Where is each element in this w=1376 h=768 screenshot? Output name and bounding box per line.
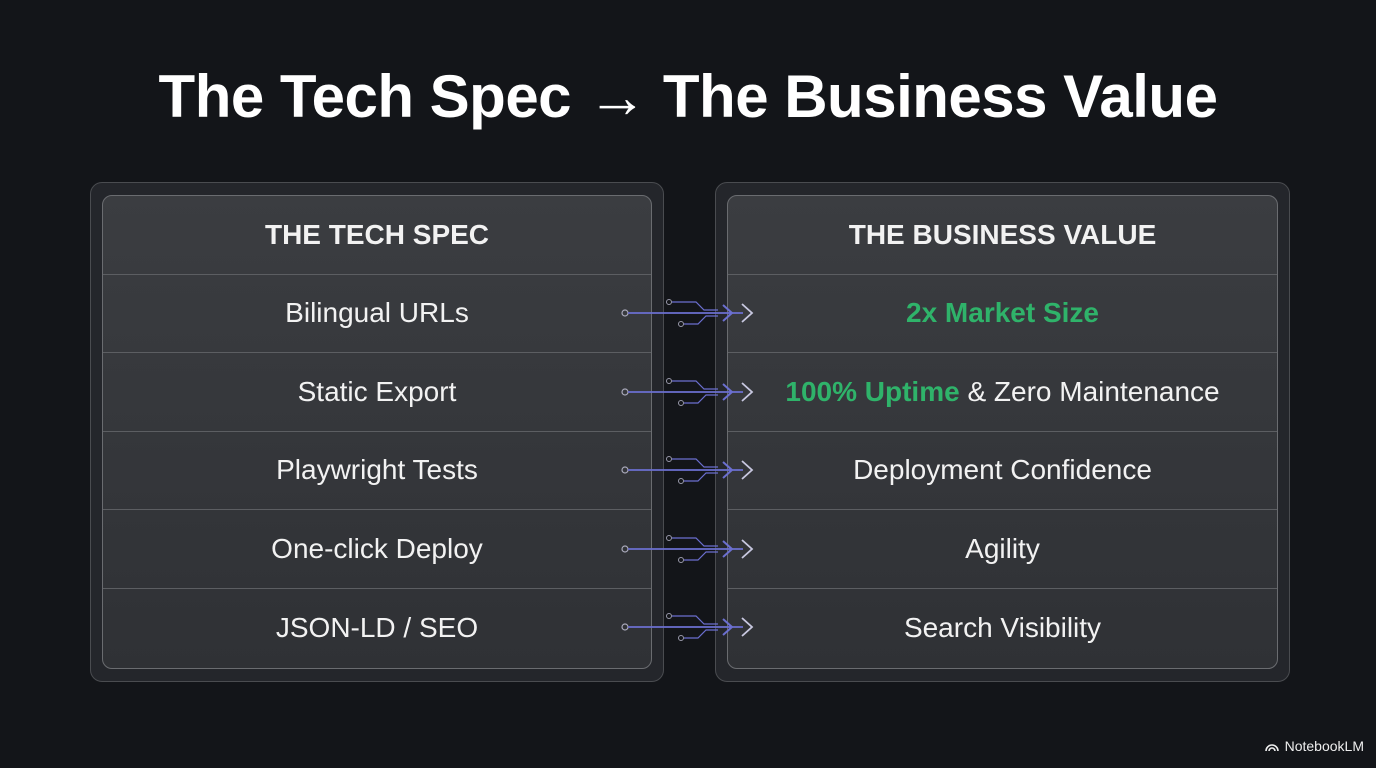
- highlight-text: 100% Uptime: [785, 375, 960, 407]
- value-text: & Zero Maintenance: [959, 375, 1220, 407]
- business-value-item: Search Visibility: [728, 589, 1277, 668]
- connector-arrow: [618, 450, 758, 490]
- notebooklm-logo-icon: [1264, 744, 1279, 752]
- business-value-item: 2x Market Size: [728, 275, 1277, 353]
- connector-arrow: [618, 529, 758, 569]
- slide-title: The Tech Spec → The Business Value: [158, 63, 1218, 130]
- tech-spec-item: Bilingual URLs: [103, 275, 651, 353]
- business-value-item: Deployment Confidence: [728, 432, 1277, 510]
- highlight-text: 2x Market Size: [906, 297, 1099, 329]
- tech-spec-panel: THE TECH SPEC Bilingual URLs Static Expo…: [90, 182, 664, 682]
- tech-spec-item: JSON-LD / SEO: [275, 611, 479, 643]
- tech-spec-item: Static Export: [103, 353, 651, 432]
- value-text: Search Visibility: [903, 611, 1102, 643]
- tech-spec-item: Playwright Tests: [103, 432, 651, 510]
- connector-arrow: [618, 293, 758, 333]
- business-value-item: 100% Uptime & Zero Maintenance: [728, 353, 1277, 432]
- brand-watermark: NotebookLM: [1264, 738, 1364, 754]
- connector-arrow: [618, 372, 758, 412]
- brand-name: NotebookLM: [1284, 738, 1364, 754]
- business-value-item: Agility: [728, 510, 1277, 589]
- connector-arrow: [618, 607, 758, 647]
- value-text: Deployment Confidence: [853, 454, 1152, 486]
- business-value-header: THE BUSINESS VALUE: [728, 196, 1277, 275]
- tech-spec-header: THE TECH SPEC: [103, 196, 651, 275]
- value-text: Agility: [965, 532, 1040, 564]
- business-value-panel: THE BUSINESS VALUE 2x Market Size 100% U…: [715, 182, 1290, 682]
- tech-spec-item: One-click Deploy: [103, 510, 651, 589]
